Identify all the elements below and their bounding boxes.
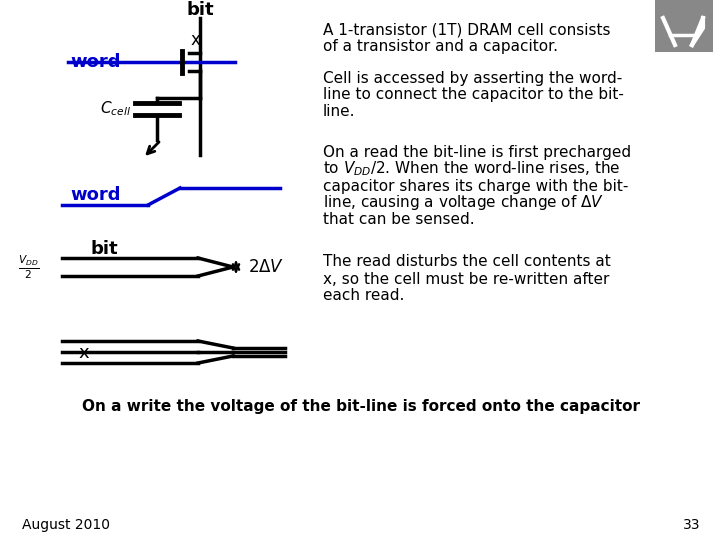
Text: $\frac{V_{DD}}{2}$: $\frac{V_{DD}}{2}$ — [18, 253, 39, 281]
Text: bit: bit — [186, 1, 214, 19]
Text: On a write the voltage of the bit-line is forced onto the capacitor: On a write the voltage of the bit-line i… — [82, 400, 640, 415]
Text: that can be sensed.: that can be sensed. — [323, 213, 474, 227]
Text: $2\Delta V$: $2\Delta V$ — [248, 258, 284, 276]
Text: line to connect the capacitor to the bit-: line to connect the capacitor to the bit… — [323, 87, 624, 103]
Text: On a read the bit-line is first precharged: On a read the bit-line is first precharg… — [323, 145, 631, 159]
Text: word: word — [70, 53, 120, 71]
Text: 33: 33 — [683, 518, 700, 532]
Text: to $V_{DD}$/2. When the word-line rises, the: to $V_{DD}$/2. When the word-line rises,… — [323, 160, 621, 178]
Text: August 2010: August 2010 — [22, 518, 110, 532]
Text: x: x — [191, 31, 201, 49]
Text: $C_{cell}$: $C_{cell}$ — [100, 100, 131, 118]
Text: of a transistor and a capacitor.: of a transistor and a capacitor. — [323, 39, 558, 55]
Text: line, causing a voltage change of $\Delta V$: line, causing a voltage change of $\Delt… — [323, 193, 604, 213]
Text: word: word — [70, 186, 120, 204]
Text: x, so the cell must be re-written after: x, so the cell must be re-written after — [323, 272, 609, 287]
Text: The read disturbs the cell contents at: The read disturbs the cell contents at — [323, 254, 611, 269]
Text: line.: line. — [323, 105, 356, 119]
Text: Cell is accessed by asserting the word-: Cell is accessed by asserting the word- — [323, 71, 622, 85]
Text: x: x — [78, 344, 89, 362]
Text: A 1-transistor (1T) DRAM cell consists: A 1-transistor (1T) DRAM cell consists — [323, 23, 611, 37]
FancyBboxPatch shape — [655, 0, 713, 52]
Text: capacitor shares its charge with the bit-: capacitor shares its charge with the bit… — [323, 179, 629, 193]
Text: each read.: each read. — [323, 288, 405, 303]
Text: bit: bit — [90, 240, 117, 258]
